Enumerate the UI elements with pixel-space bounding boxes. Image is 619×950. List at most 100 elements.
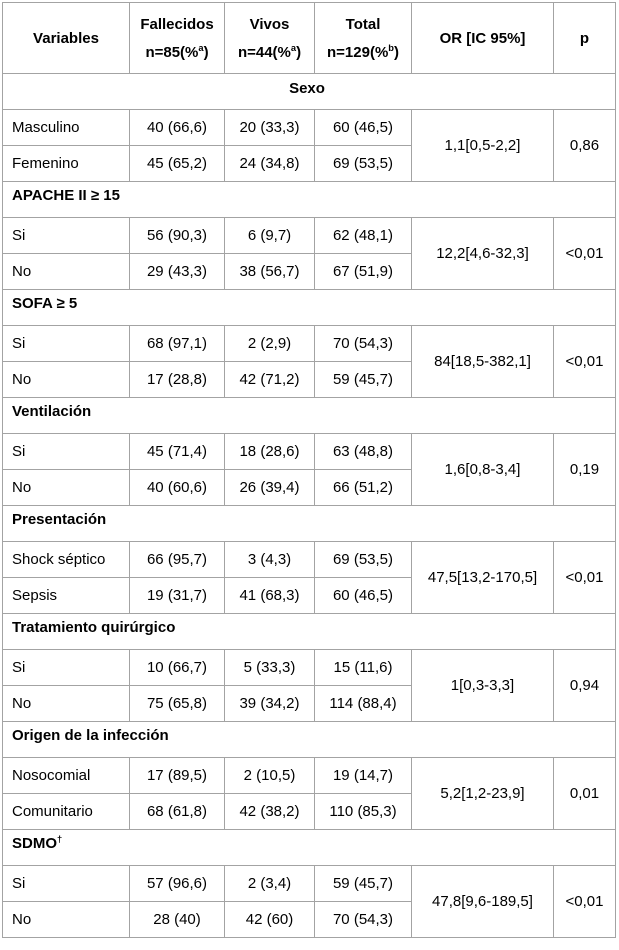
header-line1: Total <box>345 15 381 33</box>
section-header-row-apache: APACHE II ≥ 15 <box>2 181 616 218</box>
table-row: Si 45 (71,4) 18 (28,6) 63 (48,8) 1,6[0,8… <box>2 433 616 506</box>
col-header-or: OR [IC 95%] <box>411 2 554 74</box>
row-label: Femenino <box>2 145 130 182</box>
cell-p: 0,86 <box>553 109 616 182</box>
cell-vivos: 2 (3,4) <box>224 865 315 902</box>
row-label: No <box>2 361 130 398</box>
cell-total: 19 (14,7) <box>314 757 412 794</box>
cell-fallecidos: 45 (65,2) <box>129 145 225 182</box>
cell-vivos: 5 (33,3) <box>224 649 315 686</box>
row-label: Si <box>2 865 130 902</box>
header-superscript: a <box>290 42 297 53</box>
section-header-row-sofa: SOFA ≥ 5 <box>2 289 616 326</box>
header-n: n=129(% <box>327 43 389 61</box>
cell-vivos: 42 (60) <box>224 901 315 938</box>
header-line1: Vivos <box>249 15 290 33</box>
cell-total: 59 (45,7) <box>314 361 412 398</box>
cell-total: 59 (45,7) <box>314 865 412 902</box>
header-line2: n=44(%a) <box>238 42 302 61</box>
cell-fallecidos: 75 (65,8) <box>129 685 225 722</box>
header-line2: n=85(%a) <box>145 43 208 61</box>
header-stack: Fallecidos n=85(%a) <box>131 15 224 61</box>
section-header-row-sexo: Sexo <box>2 73 616 110</box>
col-header-variables: Variables <box>2 2 130 74</box>
cell-p: <0,01 <box>553 541 616 614</box>
cell-fallecidos: 68 (61,8) <box>129 793 225 830</box>
cell-total: 60 (46,5) <box>314 577 412 614</box>
cell-total: 114 (88,4) <box>314 685 412 722</box>
table-row: No 17 (28,8) 42 (71,2) 59 (45,7) <box>2 361 616 398</box>
row-label: Si <box>2 217 130 254</box>
cell-vivos: 2 (2,9) <box>224 325 315 362</box>
cell-or: 1,6[0,8-3,4] <box>411 433 554 506</box>
section-title: Ventilación <box>2 397 616 434</box>
section-header-row-ventilacion: Ventilación <box>2 397 616 434</box>
cell-fallecidos: 56 (90,3) <box>129 217 225 254</box>
cell-or: 1,1[0,5-2,2] <box>411 109 554 182</box>
cell-total: 70 (54,3) <box>314 901 412 938</box>
row-label: Sepsis <box>2 577 130 614</box>
header-superscript: b <box>388 42 394 53</box>
cell-fallecidos: 68 (97,1) <box>129 325 225 362</box>
cell-vivos: 38 (56,7) <box>224 253 315 290</box>
row-label: Comunitario <box>2 793 130 830</box>
cell-total: 66 (51,2) <box>314 469 412 506</box>
row-label: Nosocomial <box>2 757 130 794</box>
col-header-vivos: Vivos n=44(%a) <box>224 2 315 74</box>
cell-fallecidos: 66 (95,7) <box>129 541 225 578</box>
cell-total: 110 (85,3) <box>314 793 412 830</box>
col-header-total: Total n=129(%b) <box>314 2 412 74</box>
table-row: Masculino 40 (66,6) 20 (33,3) 60 (46,5) … <box>2 109 616 182</box>
header-line1: Fallecidos <box>140 15 214 33</box>
cell-or: 47,8[9,6-189,5] <box>411 865 554 938</box>
row-label: Si <box>2 433 130 470</box>
table-row: Shock séptico 66 (95,7) 3 (4,3) 69 (53,5… <box>2 541 616 614</box>
col-header-p: p <box>553 2 616 74</box>
row-label: No <box>2 901 130 938</box>
section-title-text: SDMO <box>12 835 57 852</box>
cell-p: 0,19 <box>553 433 616 506</box>
header-row: Variables Fallecidos n=85(%a) Vivos n=44… <box>2 2 616 74</box>
section-title: Tratamiento quirúrgico <box>2 613 616 650</box>
cell-vivos: 18 (28,6) <box>224 433 315 470</box>
cell-vivos: 3 (4,3) <box>224 541 315 578</box>
table-row: No 75 (65,8) 39 (34,2) 114 (88,4) <box>2 685 616 722</box>
table-row: Si 68 (97,1) 2 (2,9) 70 (54,3) 84[18,5-3… <box>2 325 616 398</box>
cell-p: <0,01 <box>553 217 616 290</box>
header-stack: Vivos n=44(%a) <box>226 15 314 61</box>
cell-vivos: 20 (33,3) <box>224 109 315 146</box>
row-label: No <box>2 685 130 722</box>
header-n-close: ) <box>393 43 399 61</box>
cell-fallecidos: 10 (66,7) <box>129 649 225 686</box>
col-header-fallecidos: Fallecidos n=85(%a) <box>129 2 225 74</box>
section-header-row-sdmo: SDMO† <box>2 829 616 866</box>
section-title: Sexo <box>2 73 616 110</box>
row-label: Shock séptico <box>2 541 130 578</box>
header-n-close: ) <box>296 43 302 61</box>
section-title: Presentación <box>2 505 616 542</box>
cell-fallecidos: 28 (40) <box>129 901 225 938</box>
row-label: No <box>2 469 130 506</box>
table-row: No 40 (60,6) 26 (39,4) 66 (51,2) <box>2 469 616 506</box>
cell-vivos: 24 (34,8) <box>224 145 315 182</box>
cell-total: 67 (51,9) <box>314 253 412 290</box>
section-title: APACHE II ≥ 15 <box>2 181 616 218</box>
cell-or: 84[18,5-382,1] <box>411 325 554 398</box>
header-line2: n=129(%b) <box>327 42 399 61</box>
dagger-superscript: † <box>57 834 63 844</box>
cell-vivos: 2 (10,5) <box>224 757 315 794</box>
section-title: SOFA ≥ 5 <box>2 289 616 326</box>
table-row: Si 57 (96,6) 2 (3,4) 59 (45,7) 47,8[9,6-… <box>2 865 616 938</box>
section-title: SDMO† <box>2 829 616 866</box>
table-row: No 28 (40) 42 (60) 70 (54,3) <box>2 901 616 938</box>
cell-total: 62 (48,1) <box>314 217 412 254</box>
cell-or: 12,2[4,6-32,3] <box>411 217 554 290</box>
section-header-row-tratamiento: Tratamiento quirúrgico <box>2 613 616 650</box>
cell-fallecidos: 57 (96,6) <box>129 865 225 902</box>
row-label: No <box>2 253 130 290</box>
cell-p: <0,01 <box>553 325 616 398</box>
row-label: Si <box>2 325 130 362</box>
cell-or: 47,5[13,2-170,5] <box>411 541 554 614</box>
cell-p: <0,01 <box>553 865 616 938</box>
